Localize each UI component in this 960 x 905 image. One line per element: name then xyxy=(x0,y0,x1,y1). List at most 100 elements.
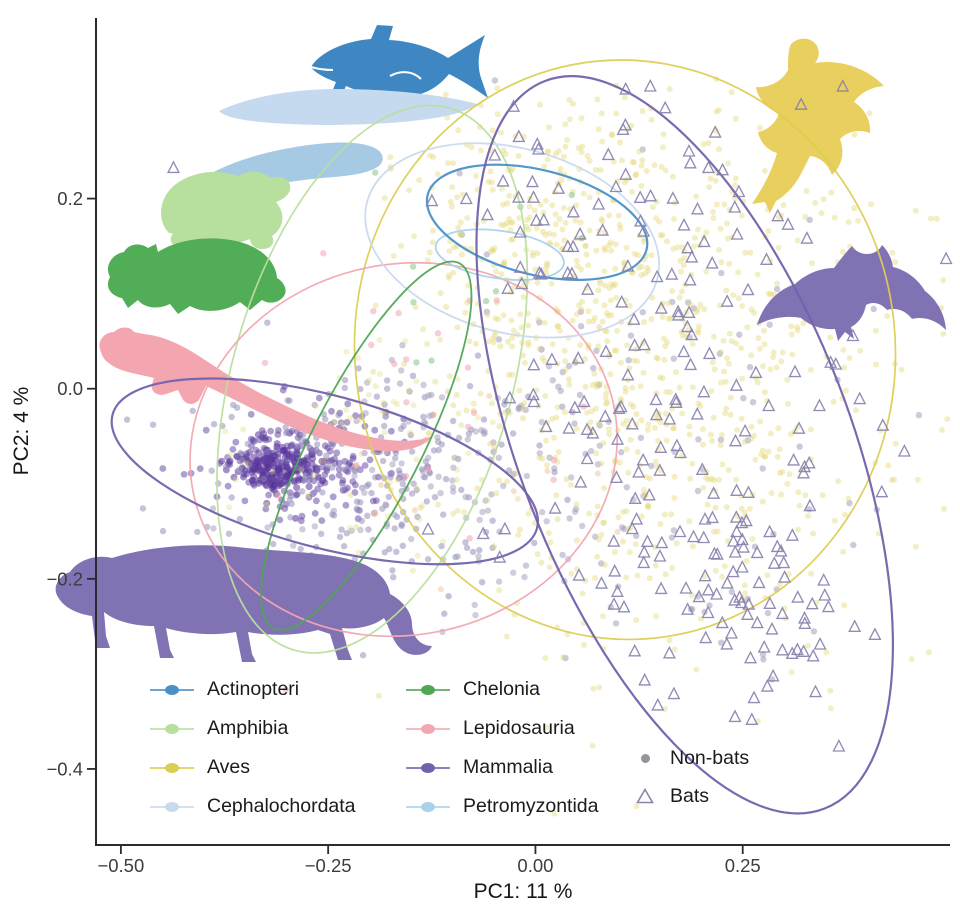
data-point-circle xyxy=(398,460,405,467)
data-point-triangle xyxy=(707,486,721,499)
data-point-circle xyxy=(399,342,406,349)
data-point-circle xyxy=(592,405,599,412)
data-point-circle xyxy=(855,217,861,224)
data-point-circle xyxy=(756,345,763,352)
data-point-triangle xyxy=(562,421,576,434)
data-point-circle xyxy=(324,502,331,509)
data-point-circle xyxy=(514,495,521,502)
data-point-circle xyxy=(241,497,249,505)
ellipse-lepidosauria xyxy=(189,261,618,638)
data-point-circle xyxy=(503,478,510,485)
ellipse-aves xyxy=(353,59,897,641)
data-point-triangle xyxy=(730,483,744,496)
data-point-circle xyxy=(346,524,353,531)
data-point-circle xyxy=(464,436,471,443)
data-point-triangle xyxy=(792,421,806,434)
data-point-circle xyxy=(549,416,556,422)
data-point-circle xyxy=(703,474,709,481)
data-point-circle xyxy=(599,138,606,145)
data-point-circle xyxy=(586,510,593,517)
data-point-circle xyxy=(716,302,723,309)
data-point-circle xyxy=(506,371,512,378)
data-point-circle xyxy=(478,147,484,154)
data-point-circle xyxy=(521,400,528,407)
data-point-circle xyxy=(549,377,556,384)
legend-key-cephalochordata xyxy=(150,799,194,815)
data-point-triangle xyxy=(637,555,651,569)
data-point-circle xyxy=(689,543,696,550)
data-point-triangle xyxy=(741,485,755,498)
data-point-circle xyxy=(659,144,666,151)
data-point-circle xyxy=(501,258,508,265)
data-point-circle xyxy=(407,431,414,439)
data-point-circle xyxy=(577,308,584,315)
data-point-circle xyxy=(342,501,350,509)
data-point-circle xyxy=(566,96,573,103)
data-point-circle xyxy=(330,419,338,426)
data-point-triangle xyxy=(580,451,594,465)
data-point-triangle xyxy=(813,637,827,650)
data-point-circle xyxy=(699,426,706,433)
data-point-circle xyxy=(577,323,585,330)
data-point-circle xyxy=(290,457,298,465)
data-point-circle xyxy=(645,267,652,274)
data-point-circle xyxy=(940,330,947,337)
frog-icon xyxy=(161,171,291,250)
data-point-triangle xyxy=(637,337,651,351)
data-point-circle xyxy=(381,401,388,408)
data-point-circle xyxy=(489,127,496,134)
data-point-circle xyxy=(733,476,740,483)
data-point-circle xyxy=(560,153,567,160)
data-point-triangle xyxy=(805,596,819,610)
data-point-circle xyxy=(634,572,641,579)
data-point-triangle xyxy=(868,627,882,640)
data-point-circle xyxy=(884,313,891,320)
data-point-circle xyxy=(766,321,773,328)
data-point-circle xyxy=(552,211,559,218)
data-point-circle xyxy=(726,330,733,337)
data-point-circle xyxy=(701,306,708,313)
data-point-circle xyxy=(648,462,655,470)
data-point-circle xyxy=(673,369,679,376)
data-point-circle xyxy=(582,242,589,249)
data-point-triangle xyxy=(610,584,624,597)
data-point-circle xyxy=(651,544,658,551)
data-point-circle xyxy=(591,370,598,377)
data-point-triangle xyxy=(683,155,697,169)
data-point-triangle xyxy=(750,545,764,559)
data-point-circle xyxy=(710,414,717,421)
data-point-circle xyxy=(777,581,783,588)
data-point-triangle xyxy=(667,686,681,700)
eagle-icon xyxy=(752,38,884,213)
data-point-circle xyxy=(487,168,494,175)
data-point-circle xyxy=(595,126,602,133)
data-point-circle xyxy=(571,420,578,427)
data-point-circle xyxy=(389,461,396,468)
data-point-circle xyxy=(620,538,626,545)
data-point-triangle xyxy=(730,524,744,538)
data-point-circle xyxy=(577,342,584,348)
data-point-circle xyxy=(323,452,330,459)
data-point-circle xyxy=(708,475,715,482)
data-point-circle xyxy=(742,590,748,597)
data-point-triangle xyxy=(775,606,789,620)
data-point-triangle xyxy=(766,668,780,682)
data-point-circle xyxy=(640,238,647,245)
data-point-triangle xyxy=(710,547,724,560)
data-point-circle xyxy=(491,77,499,84)
data-point-triangle xyxy=(621,367,635,381)
legend-item-actinopteri: Actinopteri xyxy=(150,670,356,709)
data-point-circle xyxy=(616,221,623,228)
data-point-triangle xyxy=(166,160,181,174)
data-point-circle xyxy=(426,412,433,420)
data-point-circle xyxy=(399,480,406,488)
data-point-circle xyxy=(266,457,274,465)
data-point-circle xyxy=(276,516,284,524)
data-point-circle xyxy=(689,606,696,613)
data-point-circle xyxy=(774,280,781,287)
data-point-circle xyxy=(432,378,439,385)
data-point-triangle xyxy=(632,464,646,478)
data-point-triangle xyxy=(425,193,439,207)
data-point-triangle xyxy=(774,543,788,557)
data-point-circle xyxy=(535,316,542,323)
